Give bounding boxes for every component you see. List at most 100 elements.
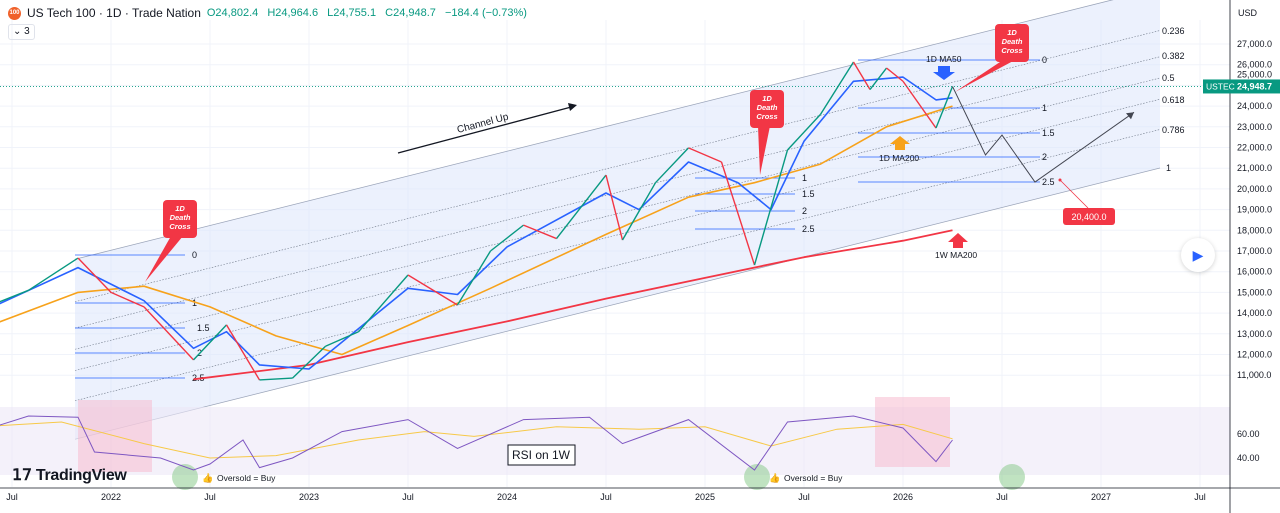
callout-pointer xyxy=(758,126,770,175)
fib-level-label: 1 xyxy=(1166,163,1171,173)
time-axis-tick: 2026 xyxy=(893,492,913,502)
channel-line xyxy=(74,98,1161,371)
price-segment xyxy=(456,250,492,306)
w-ma200-label: 1W MA200 xyxy=(935,250,977,260)
currency-label: USD xyxy=(1238,8,1258,18)
death-cross-label: 1D Death Cross xyxy=(756,94,777,121)
price-axis-tick: 14,000.0 xyxy=(1237,308,1272,318)
symbol-title[interactable]: US Tech 100 · 1D · Trade Nation xyxy=(27,6,201,20)
channel-up-label: Channel Up xyxy=(456,111,510,135)
low-value: L24,755.1 xyxy=(327,7,377,19)
price-axis-tick: 20,000.0 xyxy=(1237,184,1272,194)
price-segment xyxy=(407,274,458,306)
price-segment xyxy=(605,174,624,241)
price-segment xyxy=(325,331,359,347)
price-segment xyxy=(852,61,871,90)
time-axis-tick: 2025 xyxy=(695,492,715,502)
up-arrow-icon xyxy=(890,136,910,150)
channel-line xyxy=(74,56,1161,329)
thumbs-up-icon: 👍 xyxy=(769,472,780,483)
indicators-toggle-button[interactable]: ⌄ 3 xyxy=(8,24,35,40)
fib-extension-label: 1.5 xyxy=(1042,128,1055,138)
price-axis-tick: 17,000.0 xyxy=(1237,246,1272,256)
time-axis-tick: Jul xyxy=(6,492,18,502)
oversold-marker xyxy=(744,464,770,490)
projection-path xyxy=(952,86,1135,183)
target-callout xyxy=(1063,208,1115,225)
ma50-1d-line xyxy=(0,76,953,370)
price-segment xyxy=(819,61,855,115)
projection-arrowhead-icon xyxy=(1126,112,1134,120)
ohlc-values: O24,802.4 H24,964.6 L24,755.1 C24,948.7 … xyxy=(207,7,533,19)
high-value: H24,964.6 xyxy=(267,7,319,19)
target-point xyxy=(1058,178,1062,182)
price-segment xyxy=(935,86,954,129)
price-axis-tick: 19,000.0 xyxy=(1237,205,1272,215)
tv-mark-icon: 𝟣𝟩 xyxy=(12,467,36,484)
price-segment xyxy=(902,80,937,129)
fib-extension-label: 2.5 xyxy=(1042,177,1055,187)
time-axis-tick: Jul xyxy=(1194,492,1206,502)
price-segment xyxy=(192,324,228,361)
price-segment xyxy=(869,67,888,90)
fib-extension-label: 0 xyxy=(192,250,197,260)
time-axis-tick: 2022 xyxy=(101,492,121,502)
rsi-overbought-zone xyxy=(875,397,950,467)
channel-line xyxy=(74,30,1161,303)
play-icon: ▶ xyxy=(1192,246,1204,263)
target-connector xyxy=(1059,179,1089,209)
price-segment xyxy=(292,345,326,379)
time-axis-tick: Jul xyxy=(204,492,216,502)
last-price-value: 24,948.7 xyxy=(1237,81,1272,91)
price-segment xyxy=(77,257,112,293)
fib-extension-label: 2 xyxy=(1042,152,1047,162)
arrowhead-icon xyxy=(568,103,577,111)
rsi-line xyxy=(0,415,953,471)
callout-pointer xyxy=(145,236,183,282)
rsi-signal-line xyxy=(0,421,953,459)
fib-extension-label: 2 xyxy=(802,206,807,216)
rsi-axis-tick: 60.00 xyxy=(1237,429,1260,439)
fib-extension-label: 1.5 xyxy=(802,189,815,199)
symbol-badge-label: USTEC xyxy=(1206,81,1235,91)
up-arrow-icon xyxy=(948,233,968,248)
thumbs-up-icon: 👍 xyxy=(202,472,213,483)
price-axis-tick: 25,000.0 xyxy=(1237,69,1272,79)
fib-extension-label: 1.5 xyxy=(197,323,210,333)
rsi-band xyxy=(0,407,1230,475)
fib-extension-label: 1 xyxy=(1042,103,1047,113)
price-axis-tick: 13,000.0 xyxy=(1237,329,1272,339)
price-segment xyxy=(259,377,293,381)
death-cross-label: 1D Death Cross xyxy=(1001,28,1022,55)
price-segment xyxy=(225,324,261,381)
tradingview-logo: 𝟣𝟩 TradingView xyxy=(12,465,127,485)
oversold-label: Oversold = Buy xyxy=(784,473,843,483)
fib-level-label: 0.5 xyxy=(1162,73,1175,83)
price-axis-tick: 15,000.0 xyxy=(1237,287,1272,297)
death-cross-callout xyxy=(163,200,197,238)
oversold-marker xyxy=(172,464,198,490)
price-segment xyxy=(357,274,409,333)
channel-line xyxy=(74,129,1161,402)
fib-level-label: 0.236 xyxy=(1162,26,1185,36)
price-axis-tick: 24,000.0 xyxy=(1237,101,1272,111)
time-axis-tick: Jul xyxy=(798,492,810,502)
price-segment xyxy=(28,257,79,291)
price-axis-tick: 21,000.0 xyxy=(1237,163,1272,173)
time-axis-tick: 2027 xyxy=(1091,492,1111,502)
oversold-label: Oversold = Buy xyxy=(217,473,276,483)
fib-extension-label: 1 xyxy=(192,298,197,308)
price-axis-tick: 22,000.0 xyxy=(1237,143,1272,153)
price-segment xyxy=(110,291,145,308)
scroll-to-realtime-button[interactable]: ▶ xyxy=(1181,238,1215,272)
death-cross-callout xyxy=(750,90,784,128)
price-axis-tick: 23,000.0 xyxy=(1237,122,1272,132)
fib-level-label: 0.382 xyxy=(1162,51,1185,61)
price-axis-tick: 11,000.0 xyxy=(1237,370,1271,380)
fib-level-label: 0.618 xyxy=(1162,95,1185,105)
price-segment xyxy=(886,67,904,82)
brand-text: TradingView xyxy=(35,467,127,484)
price-axis-tick: 18,000.0 xyxy=(1237,225,1272,235)
down-arrow-icon xyxy=(933,66,955,80)
